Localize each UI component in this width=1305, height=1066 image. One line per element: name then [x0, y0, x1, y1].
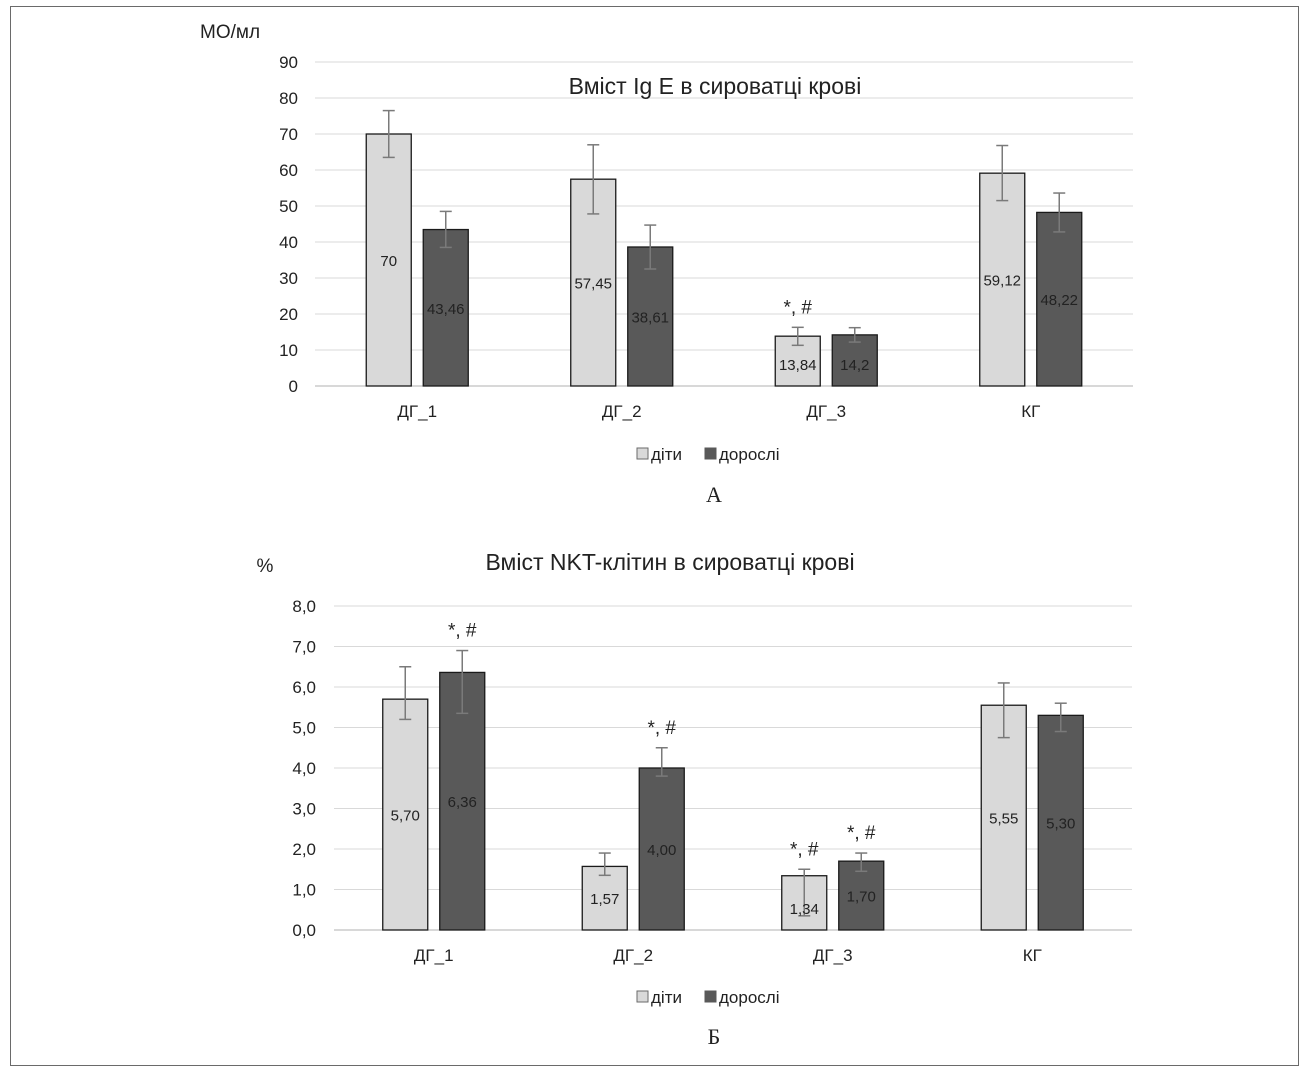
data-label: 1,34 — [790, 901, 819, 918]
significance-mark: *, # — [647, 718, 676, 739]
data-label: 5,55 — [989, 811, 1018, 828]
y-tick-label: 7,0 — [292, 638, 316, 657]
legend-label: діти — [651, 445, 682, 464]
y-tick-label: 0,0 — [292, 921, 316, 940]
bar — [979, 172, 1026, 387]
legend-swatch — [704, 990, 717, 1003]
x-tick-label: ДГ_2 — [602, 402, 642, 421]
panel-label: Б — [708, 1024, 721, 1049]
data-label: 5,30 — [1046, 816, 1075, 833]
x-tick-label: ДГ_1 — [397, 402, 437, 421]
y-axis-label: МО/мл — [200, 22, 260, 43]
chart-title: Вміст NKT-клітин в сироватці крові — [485, 549, 854, 575]
y-tick-label: 3,0 — [292, 800, 316, 819]
significance-mark: *, # — [783, 297, 812, 318]
y-axis-label: % — [257, 556, 274, 577]
y-tick-label: 30 — [279, 269, 298, 288]
x-tick-label: ДГ_3 — [806, 402, 846, 421]
y-tick-label: 6,0 — [292, 678, 316, 697]
data-label: 6,36 — [448, 794, 477, 811]
legend-swatch — [636, 990, 649, 1003]
y-tick-label: 2,0 — [292, 840, 316, 859]
data-label: 4,00 — [647, 842, 676, 859]
y-tick-label: 0 — [289, 377, 298, 396]
x-tick-label: КГ — [1023, 946, 1042, 965]
bar — [439, 671, 486, 931]
legend-label: дорослі — [719, 445, 779, 464]
data-label: 70 — [380, 253, 397, 270]
data-label: 48,22 — [1040, 292, 1078, 309]
y-tick-label: 60 — [279, 161, 298, 180]
legend-label: діти — [651, 988, 682, 1007]
y-tick-label: 4,0 — [292, 759, 316, 778]
x-tick-label: ДГ_2 — [613, 946, 653, 965]
data-label: 1,57 — [590, 891, 619, 908]
x-tick-label: КГ — [1021, 402, 1040, 421]
significance-mark: *, # — [790, 839, 819, 860]
y-tick-label: 90 — [279, 53, 298, 72]
bar — [1036, 211, 1083, 387]
data-label: 1,70 — [847, 889, 876, 906]
bar — [422, 228, 469, 387]
significance-mark: *, # — [847, 823, 876, 844]
panel-label: А — [706, 482, 722, 507]
bar — [638, 767, 685, 931]
y-tick-label: 40 — [279, 233, 298, 252]
x-tick-label: ДГ_1 — [414, 946, 454, 965]
y-tick-label: 50 — [279, 197, 298, 216]
bar — [831, 334, 878, 387]
data-label: 14,2 — [840, 357, 869, 374]
bar — [382, 698, 429, 931]
y-tick-label: 8,0 — [292, 597, 316, 616]
bar — [627, 246, 674, 387]
y-tick-label: 1,0 — [292, 881, 316, 900]
data-label: 38,61 — [631, 310, 669, 327]
data-label: 57,45 — [574, 276, 612, 293]
y-tick-label: 20 — [279, 305, 298, 324]
y-tick-label: 80 — [279, 89, 298, 108]
bar — [365, 133, 412, 387]
data-label: 5,70 — [391, 808, 420, 825]
data-label: 43,46 — [427, 301, 465, 318]
bar — [980, 704, 1027, 931]
y-tick-label: 70 — [279, 125, 298, 144]
y-tick-label: 10 — [279, 341, 298, 360]
data-label: 59,12 — [983, 273, 1021, 290]
chart-title: Вміст Ig E в сироватці крові — [569, 73, 862, 99]
y-tick-label: 5,0 — [292, 719, 316, 738]
significance-mark: *, # — [448, 621, 477, 642]
bar — [581, 865, 628, 931]
bar — [1037, 714, 1084, 931]
x-tick-label: ДГ_3 — [813, 946, 853, 965]
data-label: 13,84 — [779, 357, 817, 374]
legend-label: дорослі — [719, 988, 779, 1007]
legend-swatch — [704, 447, 717, 460]
legend-swatch — [636, 447, 649, 460]
